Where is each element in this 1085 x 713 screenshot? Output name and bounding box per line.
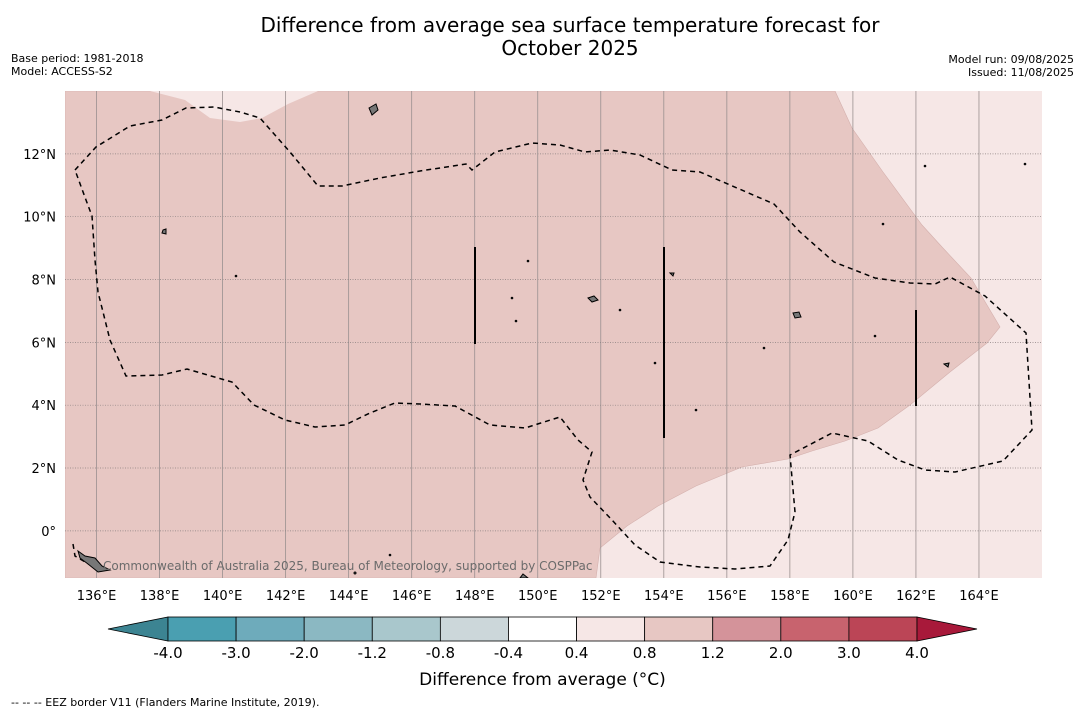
colorbar-tick: 0.8 xyxy=(633,644,657,662)
map-panel: Commonwealth of Australia 2025, Bureau o… xyxy=(65,91,1042,578)
colorbar-segment xyxy=(439,616,509,642)
map-title: Difference from average sea surface temp… xyxy=(220,14,920,60)
eez-border-small-segment xyxy=(72,543,93,567)
lon-tick-label: 148°E xyxy=(455,589,495,604)
islet-1 xyxy=(234,274,238,278)
island-southwest xyxy=(77,549,112,573)
eez-footnote: -- -- -- EEZ border V11 (Flanders Marine… xyxy=(11,696,320,709)
eez-border xyxy=(74,106,1033,570)
issued-date: Issued: 11/08/2025 xyxy=(967,66,1074,79)
base-period: Base period: 1981-2018 xyxy=(11,52,144,65)
longitude-labels: 136°E 138°E 140°E 142°E 144°E 146°E 148°E 150°E… xyxy=(77,589,999,604)
colorbar-segment xyxy=(780,616,850,642)
colorbar-tick: 4.0 xyxy=(905,644,929,662)
lon-tick-label: 138°E xyxy=(140,589,180,604)
lon-tick-label: 152°E xyxy=(581,589,621,604)
lon-tick-label: 156°E xyxy=(707,589,747,604)
lon-tick-label: 142°E xyxy=(266,589,306,604)
island-east xyxy=(792,311,802,319)
lon-tick-label: 146°E xyxy=(392,589,432,604)
island-far-east xyxy=(942,362,950,368)
island-markers xyxy=(474,247,917,438)
islet-7 xyxy=(694,408,698,412)
lon-tick-label: 160°E xyxy=(833,589,873,604)
run-info: Model run: 09/08/2025 Issued: 11/08/2025 xyxy=(948,53,1074,79)
colorbar-tick: 2.0 xyxy=(769,644,793,662)
colorbar-tick: -0.8 xyxy=(426,644,455,662)
lon-tick-label: 150°E xyxy=(518,589,558,604)
colorbar-segment xyxy=(576,616,646,642)
lat-tick-label: 4°N xyxy=(32,399,57,414)
colorbar-tick: -4.0 xyxy=(153,644,182,662)
islet-5 xyxy=(618,308,622,312)
map-title-line-2: October 2025 xyxy=(501,36,639,60)
lon-tick-label: 140°E xyxy=(203,589,243,604)
colorbar-segment xyxy=(235,616,305,642)
islet-4 xyxy=(514,319,518,323)
colorbar-label: Difference from average (°C) xyxy=(419,670,666,690)
colorbar-tick: -0.4 xyxy=(494,644,523,662)
anomaly-0.8-1.2-region-northwest-notch xyxy=(150,91,318,122)
colorbar-segment xyxy=(167,616,237,642)
model-info: Base period: 1981-2018 Model: ACCESS-S2 xyxy=(11,52,143,78)
island-central xyxy=(587,295,599,303)
islands xyxy=(77,103,1027,578)
colorbar-tick: 1.2 xyxy=(701,644,725,662)
colorbar-segment xyxy=(371,616,441,642)
anomaly-0.8-1.2-region xyxy=(65,91,1001,578)
islet-10 xyxy=(881,222,885,226)
lon-tick-label: 144°E xyxy=(329,589,369,604)
island-northwest xyxy=(368,103,379,116)
lat-tick-label: 10°N xyxy=(23,211,56,226)
colorbar-segment xyxy=(712,616,782,642)
lon-tick-label: 136°E xyxy=(77,589,117,604)
island-west xyxy=(161,228,167,235)
colorbar xyxy=(107,616,978,642)
colorbar-segment xyxy=(848,616,918,642)
colorbar-extend-high xyxy=(916,616,978,642)
colorbar-extend-low xyxy=(107,616,169,642)
lon-tick-label: 164°E xyxy=(959,589,999,604)
islet-2 xyxy=(526,259,530,263)
lon-tick-label: 154°E xyxy=(644,589,684,604)
colorbar-tick: 3.0 xyxy=(837,644,861,662)
islet-9 xyxy=(873,334,877,338)
islet-11 xyxy=(923,164,927,168)
lon-tick-label: 162°E xyxy=(896,589,936,604)
lon-tick-label: 158°E xyxy=(770,589,810,604)
lat-tick-label: 2°N xyxy=(32,462,57,477)
island-south xyxy=(519,573,529,578)
copyright-notice: Commonwealth of Australia 2025, Bureau o… xyxy=(103,559,593,573)
lat-tick-label: 12°N xyxy=(23,148,56,163)
map-title-line-1: Difference from average sea surface temp… xyxy=(260,13,880,37)
islet-12 xyxy=(1023,162,1027,166)
lat-tick-label: 6°N xyxy=(32,336,57,351)
colorbar-tick: -3.0 xyxy=(221,644,250,662)
islet-8 xyxy=(762,346,766,350)
islet-14 xyxy=(353,571,357,575)
islet-13 xyxy=(388,553,392,557)
islet-6 xyxy=(653,361,657,365)
colorbar-segment xyxy=(644,616,714,642)
model-name: Model: ACCESS-S2 xyxy=(11,65,113,78)
islet-3 xyxy=(510,296,514,300)
latitude-labels: 0° 2°N 4°N 6°N 8°N 10°N 12°N xyxy=(23,148,56,540)
colorbar-tick-labels: -4.0 -3.0 -2.0 -1.2 -0.8 -0.4 0.4 0.8 1.2 2.0 3.0 4… xyxy=(153,644,929,662)
colorbar-tick: -1.2 xyxy=(358,644,387,662)
lat-tick-label: 8°N xyxy=(32,274,57,289)
island-small-1 xyxy=(668,272,675,277)
model-run-date: Model run: 09/08/2025 xyxy=(948,53,1074,66)
colorbar-tick: -2.0 xyxy=(290,644,319,662)
colorbar-tick: 0.4 xyxy=(565,644,589,662)
colorbar-segment xyxy=(303,616,373,642)
lat-tick-label: 0° xyxy=(41,525,56,540)
colorbar-segment xyxy=(508,616,577,642)
